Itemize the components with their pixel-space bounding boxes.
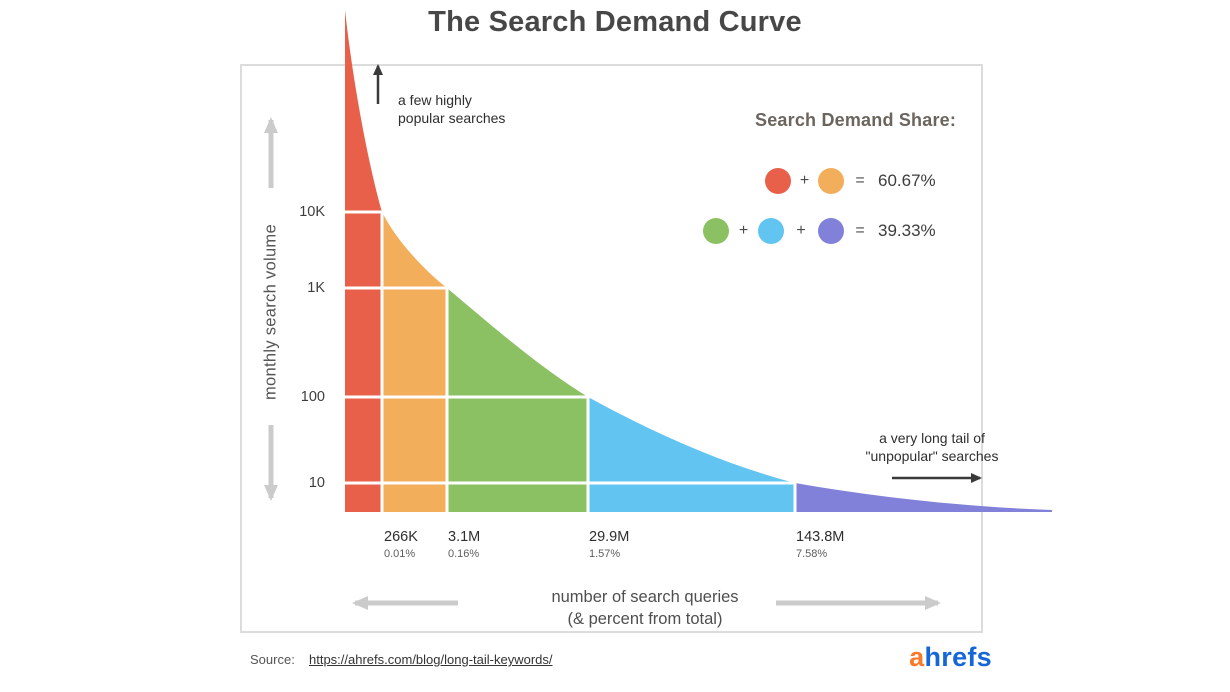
segment-divider-lines: [345, 210, 797, 512]
ahrefs-logo: ahrefs: [880, 642, 992, 673]
legend-equals-2: =: [855, 222, 865, 239]
x-label-percent: 1.57%: [589, 548, 621, 560]
x-label-143-8m: 143.8M 7.58%: [796, 529, 844, 560]
x-label-266k: 266K 0.01%: [384, 529, 418, 560]
head-annotation-line1: a few highly: [398, 92, 472, 108]
x-label-3-1m: 3.1M 0.16%: [448, 529, 480, 560]
swatch-orange-circle: [818, 168, 844, 194]
swatch-red-circle: [765, 168, 791, 194]
legend-plus-2: +: [738, 222, 749, 239]
tail-annotation-line1: a very long tail of: [879, 430, 985, 446]
x-label-percent: 7.58%: [796, 548, 828, 560]
legend-swatch-blue: [758, 218, 784, 244]
legend-plus-3: +: [796, 222, 806, 239]
head-annotation-line2: popular searches: [398, 109, 506, 126]
source-url-link[interactable]: https://ahrefs.com/blog/long-tail-keywor…: [309, 652, 553, 667]
legend-swatch-green: [703, 218, 729, 244]
x-axis-title: number of search queries (& percent from…: [468, 587, 822, 631]
y-tick-10: 10: [308, 475, 325, 491]
tail-annotation: a very long tail of "unpopular" searches: [812, 430, 1052, 465]
x-label-queries: 3.1M: [448, 529, 481, 545]
ahrefs-logo-hrefs: hrefs: [924, 642, 992, 672]
x-label-queries: 29.9M: [589, 529, 630, 545]
swatch-blue-circle: [758, 218, 784, 244]
y-tick-10k: 10K: [299, 204, 325, 220]
x-label-queries: 266K: [384, 529, 418, 545]
legend-equals-1: =: [855, 172, 865, 189]
source-label: Source:: [250, 652, 295, 667]
x-label-percent: 0.16%: [448, 548, 480, 560]
y-tick-100: 100: [300, 389, 325, 405]
y-axis-label: monthly search volume: [261, 224, 280, 400]
head-annotation: a few highly popular searches: [398, 92, 505, 127]
legend-swatch-red: [765, 168, 791, 194]
legend-swatch-purple: [818, 218, 844, 244]
legend-swatch-orange: [818, 168, 844, 194]
ahrefs-logo-a: a: [909, 642, 925, 672]
chart-frame: [240, 64, 983, 633]
x-axis-title-line2: (& percent from total): [567, 609, 723, 628]
x-label-percent: 0.01%: [384, 548, 416, 560]
legend-share-1: 60.67%: [878, 171, 936, 190]
swatch-purple-circle: [818, 218, 844, 244]
page-title: The Search Demand Curve: [428, 6, 802, 38]
x-label-queries: 143.8M: [796, 529, 845, 545]
demand-curve: [345, 10, 1052, 512]
swatch-green-circle: [703, 218, 729, 244]
legend-plus-1: +: [799, 172, 810, 189]
legend-heading: Search Demand Share:: [755, 110, 957, 130]
legend-share-2: 39.33%: [878, 221, 936, 240]
x-axis-title-line1: number of search queries: [551, 588, 739, 606]
x-label-29-9m: 29.9M 1.57%: [589, 529, 629, 560]
y-tick-1k: 1K: [307, 280, 325, 296]
tail-annotation-line2: "unpopular" searches: [865, 447, 999, 464]
